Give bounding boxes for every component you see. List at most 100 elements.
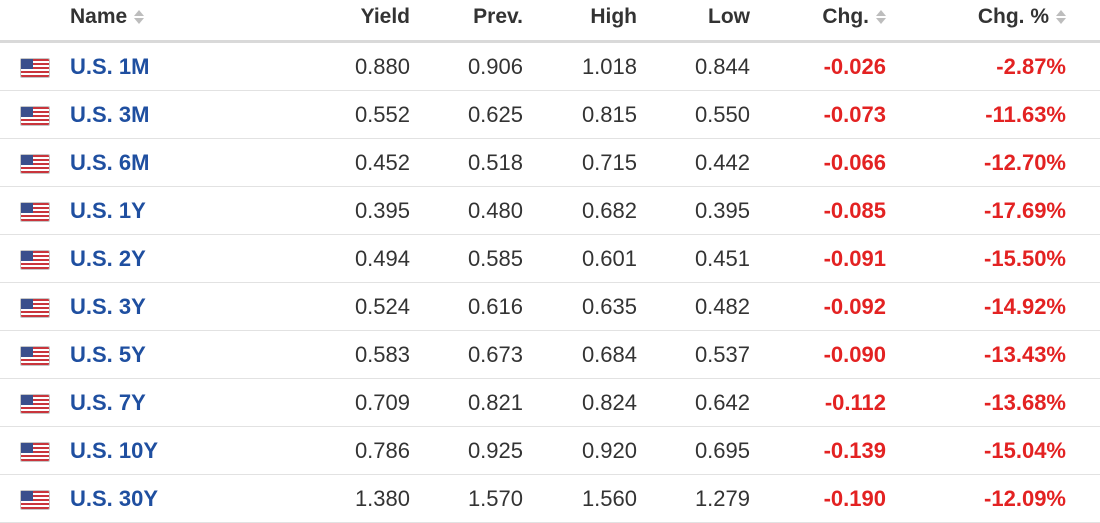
cell-high: 1.560 xyxy=(581,485,637,511)
cell-chg-pct: -15.04% xyxy=(984,437,1066,463)
table-row: U.S. 7Y 0.709 0.821 0.824 0.642 -0.112 -… xyxy=(0,379,1100,427)
table-row: U.S. 10Y 0.786 0.925 0.920 0.695 -0.139 … xyxy=(0,427,1100,475)
table-row: U.S. 30Y 1.380 1.570 1.560 1.279 -0.190 … xyxy=(0,475,1100,523)
cell-chg: -0.066 xyxy=(823,149,886,175)
cell-yield: 0.552 xyxy=(354,101,410,127)
flag-canton xyxy=(21,155,33,165)
column-header-chg-pct[interactable]: Chg. % xyxy=(978,0,1066,34)
table-header: Name Yield Prev. High Low Chg. Chg. % xyxy=(0,0,1100,43)
cell-high: 0.920 xyxy=(581,437,637,463)
cell-chg: -0.090 xyxy=(823,341,886,367)
bond-name-link[interactable]: U.S. 3M xyxy=(70,101,150,127)
cell-prev: 0.625 xyxy=(467,101,523,127)
flag-canton xyxy=(21,299,33,309)
us-flag-icon xyxy=(21,155,49,173)
column-header-name[interactable]: Name xyxy=(70,0,145,34)
bond-name-link[interactable]: U.S. 1M xyxy=(70,53,150,79)
cell-high: 0.635 xyxy=(581,293,637,319)
bond-name-link[interactable]: U.S. 10Y xyxy=(70,437,159,463)
table-row: U.S. 1Y 0.395 0.480 0.682 0.395 -0.085 -… xyxy=(0,187,1100,235)
cell-high: 0.601 xyxy=(581,245,637,271)
cell-chg-pct: -11.63% xyxy=(985,101,1066,127)
cell-low: 0.442 xyxy=(694,149,750,175)
cell-low: 0.844 xyxy=(694,53,750,79)
us-flag-icon xyxy=(21,395,49,413)
us-flag-icon xyxy=(21,299,49,317)
bond-name-link[interactable]: U.S. 3Y xyxy=(70,293,146,319)
cell-prev: 0.673 xyxy=(467,341,523,367)
cell-prev: 0.906 xyxy=(467,53,523,79)
cell-chg: -0.085 xyxy=(823,197,886,223)
sort-icon[interactable] xyxy=(876,9,886,25)
cell-high: 1.018 xyxy=(581,53,637,79)
cell-yield: 0.709 xyxy=(354,389,410,415)
cell-high: 0.824 xyxy=(581,389,637,415)
cell-chg-pct: -15.50% xyxy=(984,245,1066,271)
cell-low: 1.279 xyxy=(694,485,750,511)
cell-chg-pct: -2.87% xyxy=(996,53,1066,79)
cell-chg: -0.139 xyxy=(823,437,886,463)
sort-icon[interactable] xyxy=(1056,9,1066,25)
cell-low: 0.550 xyxy=(694,101,750,127)
table-row: U.S. 1M 0.880 0.906 1.018 0.844 -0.026 -… xyxy=(0,43,1100,91)
flag-canton xyxy=(21,107,33,117)
cell-low: 0.482 xyxy=(694,293,750,319)
sort-icon[interactable] xyxy=(134,9,145,25)
cell-chg-pct: -12.09% xyxy=(984,485,1066,511)
us-flag-icon xyxy=(21,107,49,125)
cell-yield: 0.452 xyxy=(354,149,410,175)
us-flag-icon xyxy=(21,203,49,221)
table-row: U.S. 3M 0.552 0.625 0.815 0.550 -0.073 -… xyxy=(0,91,1100,139)
cell-chg-pct: -14.92% xyxy=(984,293,1066,319)
cell-name: U.S. 30Y xyxy=(70,475,158,522)
column-header-chg[interactable]: Chg. xyxy=(822,0,886,34)
bond-name-link[interactable]: U.S. 30Y xyxy=(70,485,159,511)
cell-high: 0.815 xyxy=(581,101,637,127)
bond-name-link[interactable]: U.S. 7Y xyxy=(70,389,146,415)
column-header-chg-label: Chg. xyxy=(822,5,869,28)
cell-prev: 0.821 xyxy=(467,389,523,415)
cell-chg: -0.073 xyxy=(823,101,886,127)
bond-name-link[interactable]: U.S. 5Y xyxy=(70,341,146,367)
cell-name: U.S. 3Y xyxy=(70,283,146,330)
table-row: U.S. 3Y 0.524 0.616 0.635 0.482 -0.092 -… xyxy=(0,283,1100,331)
column-header-low: Low xyxy=(708,5,750,28)
cell-prev: 0.616 xyxy=(467,293,523,319)
cell-chg: -0.092 xyxy=(823,293,886,319)
flag-canton xyxy=(21,203,33,213)
table-body: U.S. 1M 0.880 0.906 1.018 0.844 -0.026 -… xyxy=(0,43,1100,523)
cell-low: 0.695 xyxy=(694,437,750,463)
cell-name: U.S. 6M xyxy=(70,139,149,186)
table-row: U.S. 2Y 0.494 0.585 0.601 0.451 -0.091 -… xyxy=(0,235,1100,283)
cell-chg-pct: -13.43% xyxy=(984,341,1066,367)
cell-high: 0.715 xyxy=(581,149,637,175)
cell-name: U.S. 2Y xyxy=(70,235,146,282)
cell-yield: 0.583 xyxy=(354,341,410,367)
cell-chg-pct: -13.68% xyxy=(984,389,1066,415)
cell-low: 0.537 xyxy=(694,341,750,367)
us-flag-icon xyxy=(21,443,49,461)
column-header-prev: Prev. xyxy=(473,5,523,28)
cell-high: 0.684 xyxy=(581,341,637,367)
flag-canton xyxy=(21,395,33,405)
cell-chg: -0.190 xyxy=(823,485,886,511)
cell-low: 0.451 xyxy=(694,245,750,271)
cell-low: 0.642 xyxy=(694,389,750,415)
bond-name-link[interactable]: U.S. 6M xyxy=(70,149,150,175)
bond-name-link[interactable]: U.S. 1Y xyxy=(70,197,146,223)
column-header-high: High xyxy=(590,5,637,28)
flag-canton xyxy=(21,491,33,501)
bond-name-link[interactable]: U.S. 2Y xyxy=(70,245,146,271)
cell-yield: 0.494 xyxy=(354,245,410,271)
cell-low: 0.395 xyxy=(694,197,750,223)
cell-name: U.S. 5Y xyxy=(70,331,146,378)
cell-yield: 0.524 xyxy=(354,293,410,319)
us-flag-icon xyxy=(21,59,49,77)
cell-prev: 0.585 xyxy=(467,245,523,271)
us-flag-icon xyxy=(21,347,49,365)
column-header-yield: Yield xyxy=(360,5,410,28)
flag-canton xyxy=(21,59,33,69)
cell-name: U.S. 1Y xyxy=(70,187,146,234)
cell-prev: 0.480 xyxy=(467,197,523,223)
